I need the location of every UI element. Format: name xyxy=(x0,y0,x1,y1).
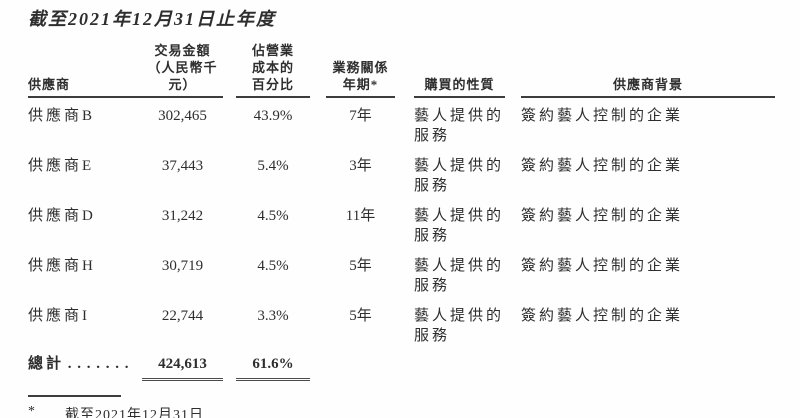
footnote-text: 截至2021年12月31日 xyxy=(65,408,204,418)
cell-years: 5年 xyxy=(349,258,372,274)
header-years: 業務關係 年期* xyxy=(326,59,414,98)
supplier-table: 供應商 交易金額 （人民幣千元） 佔營業 成本的 百分比 xyxy=(28,42,775,381)
leader-dots: . . . . . . . xyxy=(67,356,130,372)
cell-percent: 4.5% xyxy=(257,208,289,224)
cell-years: 5年 xyxy=(349,308,372,324)
cell-percent: 43.9% xyxy=(253,108,293,124)
page-title: 截至2021年12月31日止年度 xyxy=(28,9,276,29)
table-header-row: 供應商 交易金額 （人民幣千元） 佔營業 成本的 百分比 xyxy=(28,42,775,98)
total-label-cell: 總計 . . . . . . . xyxy=(28,354,142,381)
total-label: 總計 xyxy=(28,356,65,372)
header-background: 供應商背景 xyxy=(521,76,775,98)
cell-amount: 31,242 xyxy=(161,208,204,224)
cell-background: 簽約藝人控制的企業 xyxy=(521,158,684,174)
cell-amount: 22,744 xyxy=(161,308,204,324)
cell-background: 簽約藝人控制的企業 xyxy=(521,308,684,324)
table-row: 供應商B 302,465 43.9% 7年 藝人提供的 服務 簽約藝人控制的企業 xyxy=(28,106,775,156)
table-row: 供應商I 22,744 3.3% 5年 藝人提供的 服務 簽約藝人控制的企業 xyxy=(28,306,775,356)
cell-years: 3年 xyxy=(349,158,372,174)
cell-nature: 藝人提供的 服務 xyxy=(414,208,505,244)
cell-years: 7年 xyxy=(349,108,372,124)
header-percent: 佔營業 成本的 百分比 xyxy=(236,42,326,98)
cell-amount: 37,443 xyxy=(161,158,204,174)
cell-percent: 4.5% xyxy=(257,258,289,274)
cell-percent: 5.4% xyxy=(257,158,289,174)
table-row: 供應商H 30,719 4.5% 5年 藝人提供的 服務 簽約藝人控制的企業 xyxy=(28,256,775,306)
footnote-divider xyxy=(28,395,121,397)
cell-supplier: 供應商I xyxy=(28,308,90,324)
table-row: 供應商D 31,242 4.5% 11年 藝人提供的 服務 簽約藝人控制的企業 xyxy=(28,206,775,256)
cell-supplier: 供應商H xyxy=(28,258,96,274)
header-amount: 交易金額 （人民幣千元） xyxy=(142,42,236,98)
cell-amount: 30,719 xyxy=(161,258,204,274)
cell-supplier: 供應商D xyxy=(28,208,96,224)
cell-nature: 藝人提供的 服務 xyxy=(414,158,505,194)
cell-supplier: 供應商E xyxy=(28,158,95,174)
total-amount: 424,613 xyxy=(142,354,236,381)
cell-background: 簽約藝人控制的企業 xyxy=(521,108,684,124)
footnote-marker: * xyxy=(28,404,36,418)
header-supplier: 供應商 xyxy=(28,76,142,98)
table-row: 供應商E 37,443 5.4% 3年 藝人提供的 服務 簽約藝人控制的企業 xyxy=(28,156,775,206)
cell-percent: 3.3% xyxy=(257,308,289,324)
cell-background: 簽約藝人控制的企業 xyxy=(521,258,684,274)
cell-years: 11年 xyxy=(345,208,376,224)
footnote: * 截至2021年12月31日 xyxy=(28,404,800,418)
header-nature: 購買的性質 xyxy=(414,76,521,98)
cell-amount: 302,465 xyxy=(158,108,207,124)
table-total-row: 總計 . . . . . . . 424,613 61.6% xyxy=(28,354,775,381)
cell-nature: 藝人提供的 服務 xyxy=(414,108,505,144)
cell-supplier: 供應商B xyxy=(28,108,96,124)
cell-nature: 藝人提供的 服務 xyxy=(414,308,505,344)
cell-nature: 藝人提供的 服務 xyxy=(414,258,505,294)
cell-background: 簽約藝人控制的企業 xyxy=(521,208,684,224)
total-percent: 61.6% xyxy=(236,354,326,381)
